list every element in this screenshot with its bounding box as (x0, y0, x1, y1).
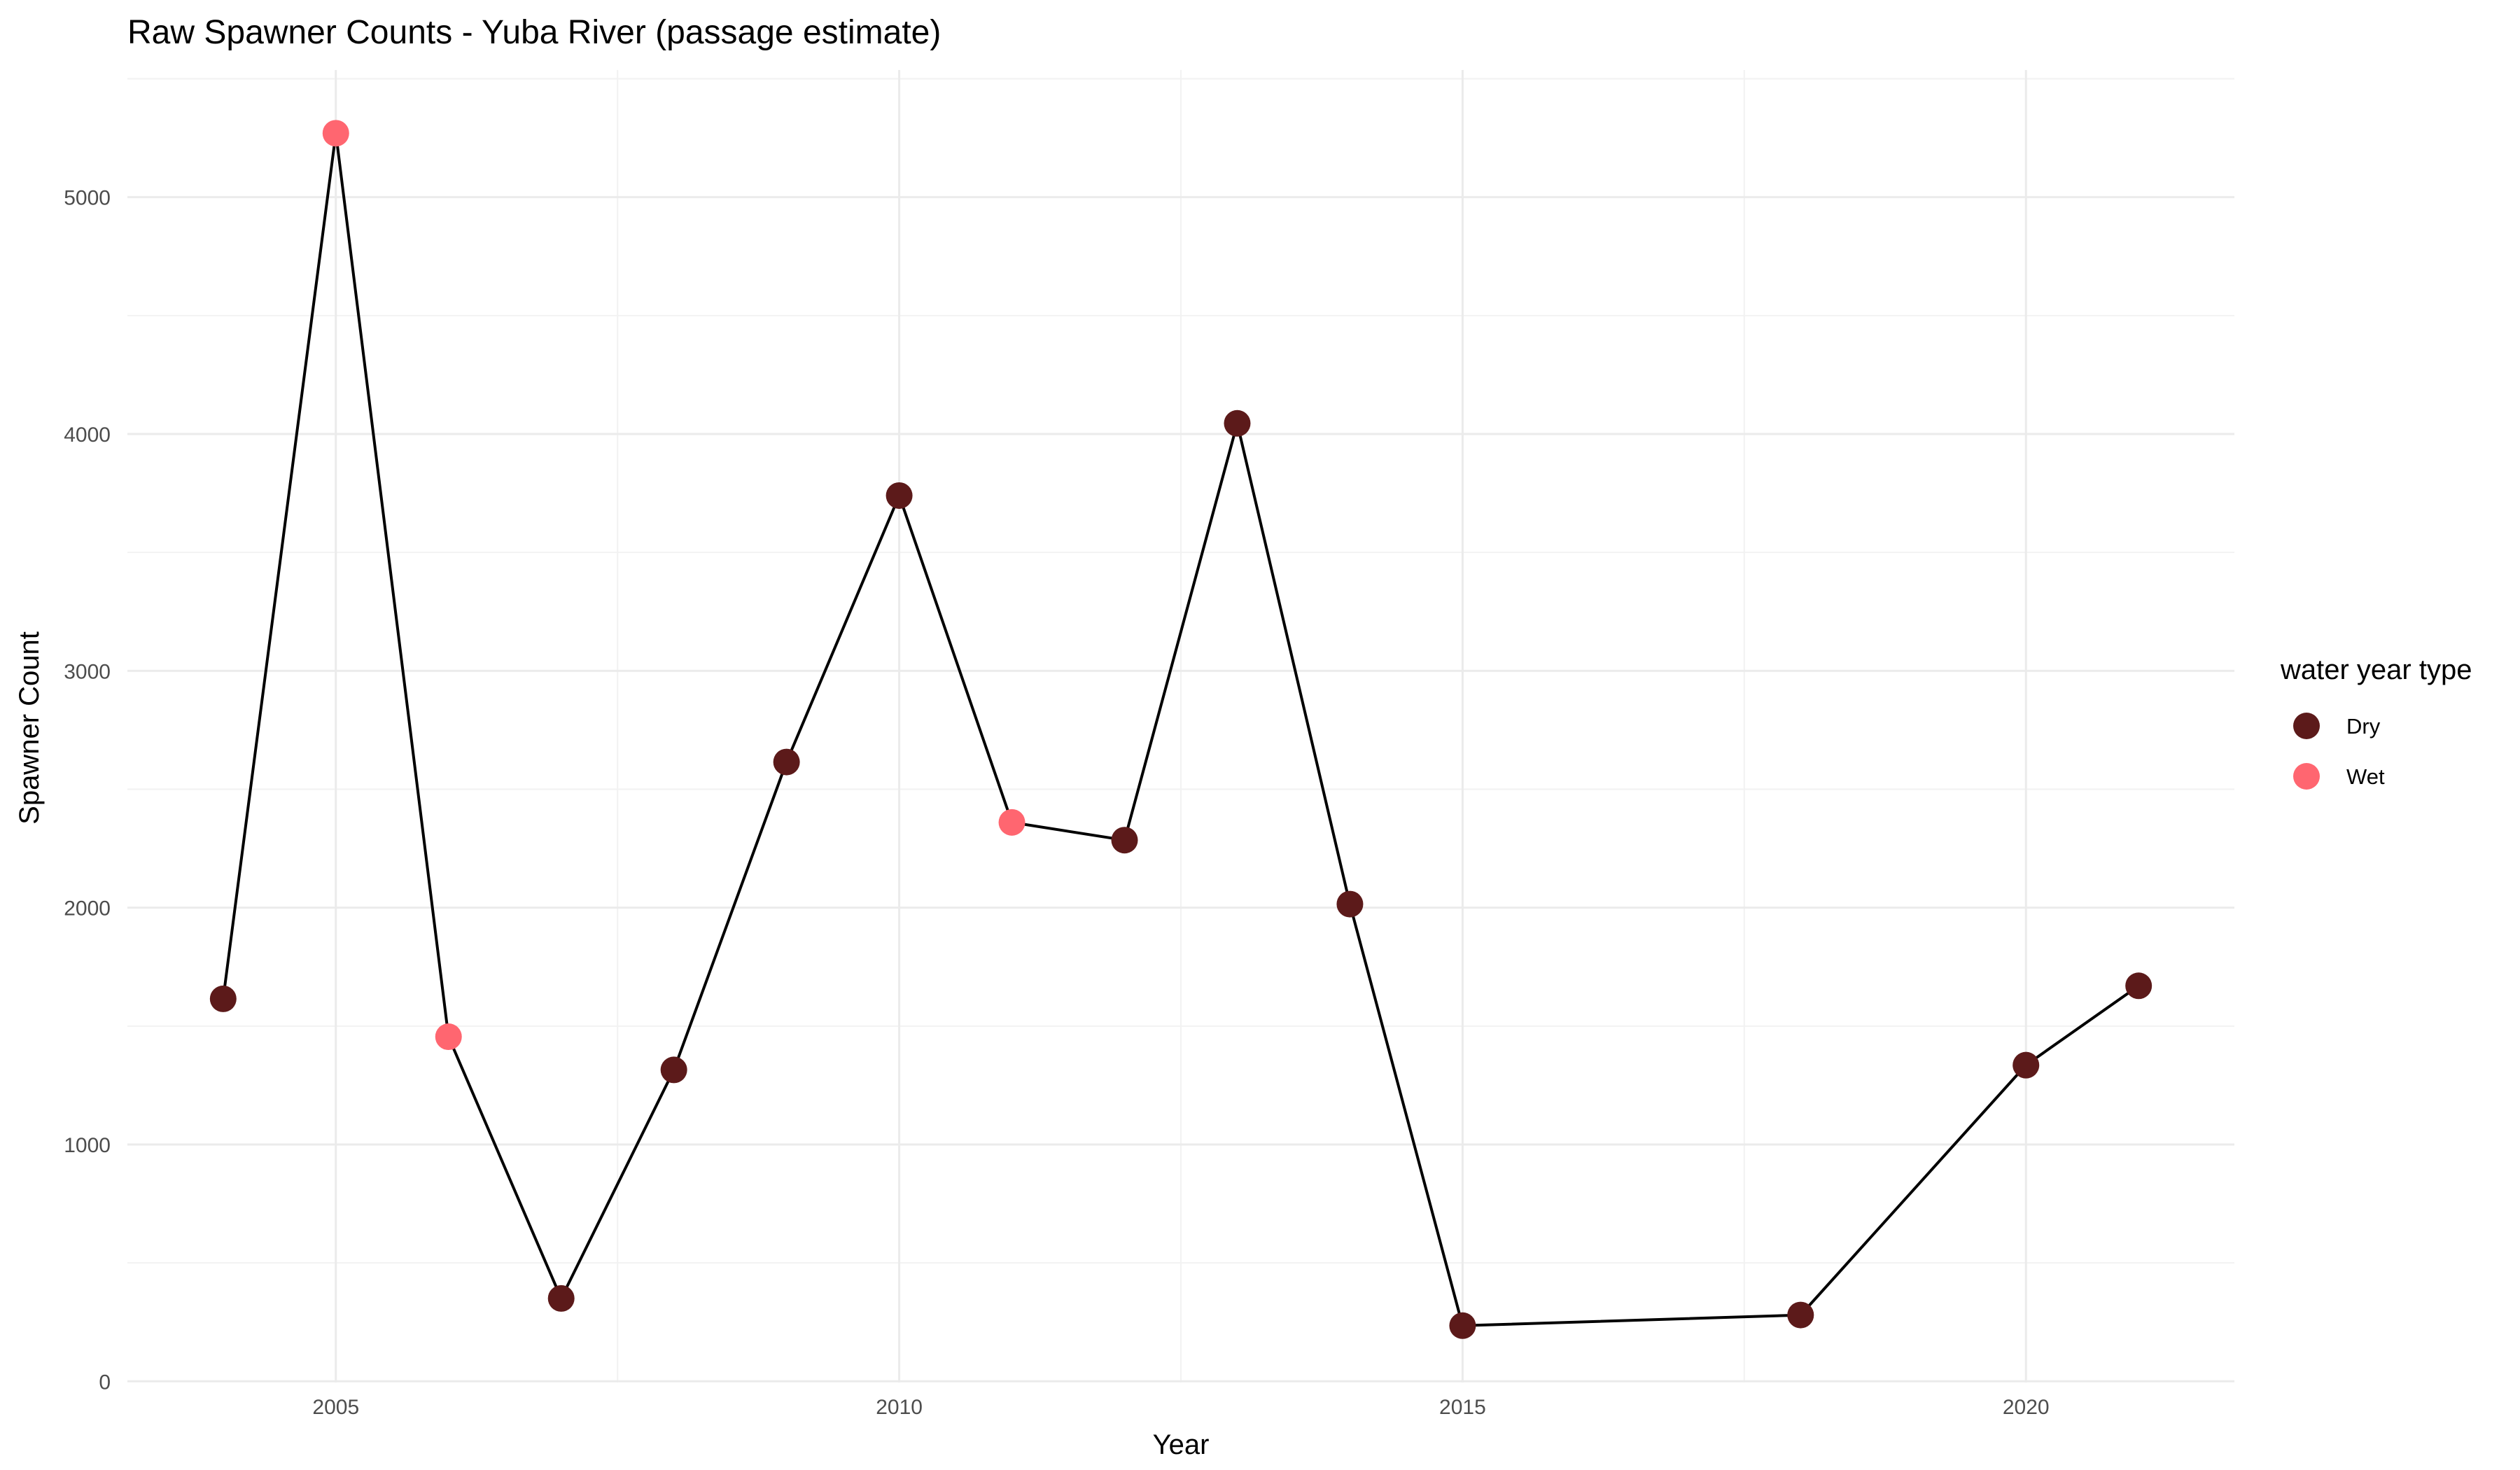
data-point-dry (209, 985, 237, 1012)
y-tick-label: 1000 (64, 1134, 111, 1157)
y-axis-ticks: 0 1000 2000 3000 4000 5000 (64, 187, 111, 1394)
data-point-wet (435, 1023, 462, 1051)
x-tick-label: 2010 (876, 1396, 923, 1419)
data-point-dry (2125, 972, 2152, 1000)
legend-entries: Dry Wet (2293, 713, 2385, 790)
data-point-wet (998, 808, 1026, 836)
gridlines (127, 70, 2234, 1382)
x-axis-ticks: 2005 2010 2015 2020 (312, 1396, 2049, 1419)
data-point-dry (2012, 1051, 2040, 1079)
data-point-dry (547, 1284, 575, 1312)
y-tick-label: 2000 (64, 897, 111, 920)
data-point-dry (773, 748, 800, 776)
y-tick-label: 5000 (64, 187, 111, 210)
legend: water year type Dry Wet (2280, 654, 2472, 790)
data-point-dry (1224, 410, 1251, 437)
y-tick-label: 4000 (64, 424, 111, 447)
data-point-dry (660, 1056, 687, 1084)
data-point-dry (1449, 1312, 1476, 1339)
data-point-dry (1336, 890, 1364, 918)
legend-title: water year type (2280, 654, 2472, 685)
legend-key-wet (2293, 763, 2320, 790)
data-point-wet (322, 120, 349, 147)
legend-label-wet: Wet (2346, 764, 2385, 789)
x-axis-title: Year (1153, 1429, 1210, 1460)
legend-label-dry: Dry (2346, 714, 2381, 738)
x-tick-label: 2015 (1439, 1396, 1486, 1419)
data-point-dry (1111, 827, 1138, 854)
legend-key-dry (2293, 713, 2320, 739)
x-tick-label: 2005 (312, 1396, 359, 1419)
y-axis-title: Spawner Count (14, 631, 45, 825)
chart-title: Raw Spawner Counts - Yuba River (passage… (127, 14, 941, 51)
data-points (209, 120, 2152, 1339)
data-point-dry (886, 482, 913, 509)
y-tick-label: 3000 (64, 660, 111, 683)
y-tick-label: 0 (99, 1371, 111, 1394)
data-point-dry (1787, 1301, 1814, 1329)
x-tick-label: 2020 (2003, 1396, 2050, 1419)
